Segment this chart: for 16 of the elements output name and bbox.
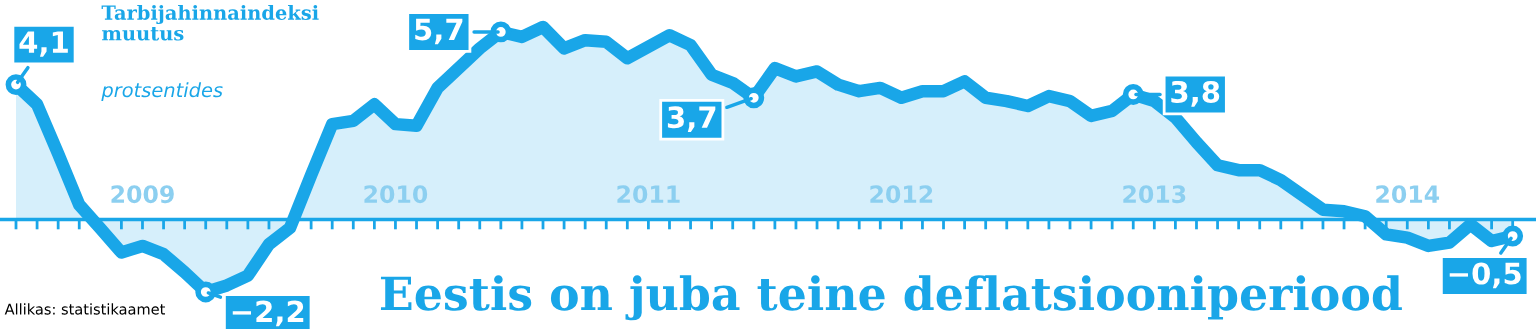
x-tick-label: 2010 — [364, 185, 428, 204]
x-tick-label: 2014 — [1376, 185, 1440, 204]
data-label: 3,7 — [667, 106, 716, 132]
x-tick-label: 2011 — [617, 185, 680, 204]
data-label: 5,7 — [415, 18, 463, 45]
chart-subtitle: Tarbijahinnaindeksi muutus — [101, 4, 319, 41]
data-label: 4,1 — [19, 31, 68, 57]
data-label: −0,5 — [1449, 262, 1521, 289]
x-tick-label: 2012 — [870, 185, 933, 204]
text: Eestis on juba teine deflatsiooniperiood — [380, 275, 1402, 321]
x-tick-label: 2009 — [111, 185, 174, 204]
x-tick-label: 2013 — [1123, 185, 1186, 204]
data-label: −2,2 — [232, 300, 304, 327]
annotation: protsentides — [101, 82, 223, 102]
text: Allikas: statistikaamet — [4, 303, 166, 315]
data-label: 3,8 — [1171, 80, 1220, 107]
